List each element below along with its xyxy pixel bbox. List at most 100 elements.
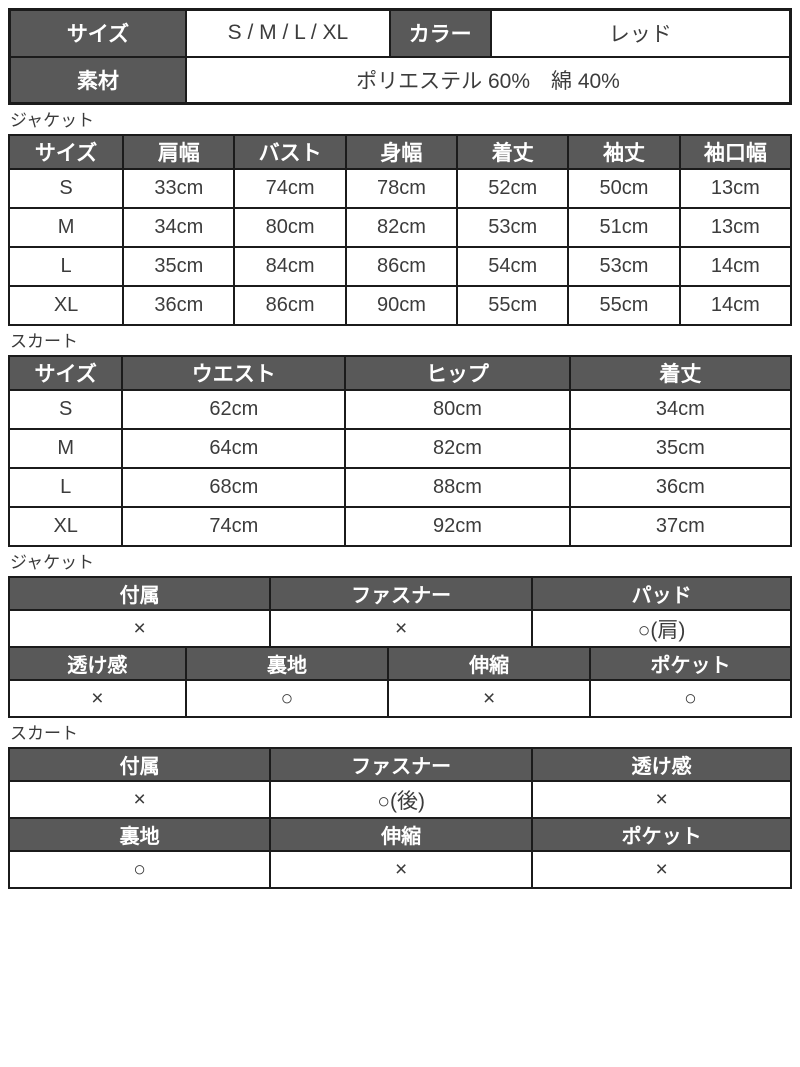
- data-cell: L: [7, 467, 124, 508]
- table-row: XL 74cm 92cm 37cm: [7, 506, 793, 547]
- data-cell: ×: [7, 780, 272, 819]
- data-cell: 82cm: [344, 428, 571, 469]
- data-cell: 82cm: [344, 207, 459, 248]
- data-cell: 80cm: [344, 389, 571, 430]
- data-cell: 55cm: [456, 285, 570, 326]
- size-label-cell: サイズ: [8, 8, 187, 58]
- table-header-row: 付属 ファスナー 透け感: [7, 747, 792, 782]
- data-cell: 88cm: [344, 467, 571, 508]
- data-cell: ○: [7, 850, 272, 889]
- data-cell: ○: [184, 679, 390, 718]
- header-cell: 付属: [7, 576, 272, 611]
- data-cell: ○(肩): [531, 609, 792, 648]
- data-cell: 35cm: [568, 428, 793, 469]
- data-cell: 37cm: [568, 506, 793, 547]
- data-cell: 62cm: [121, 389, 347, 430]
- header-cell: 付属: [7, 747, 272, 782]
- table-row: S 62cm 80cm 34cm: [7, 389, 793, 430]
- data-cell: ×: [269, 609, 534, 648]
- color-value-cell: レッド: [489, 8, 792, 58]
- data-cell: 92cm: [344, 506, 571, 547]
- header-cell: 着丈: [456, 134, 570, 170]
- header-cell: 身幅: [344, 134, 459, 170]
- size-value-cell: S / M / L / XL: [185, 8, 391, 58]
- data-cell: 13cm: [678, 207, 793, 248]
- data-cell: ×: [387, 679, 591, 718]
- product-info-table: サイズ S / M / L / XL カラー レッド 素材 ポリエステル 60%…: [8, 8, 792, 105]
- header-cell: 透け感: [8, 646, 187, 681]
- color-label-cell: カラー: [388, 8, 492, 58]
- skirt-size-table: サイズ ウエスト ヒップ 着丈 S 62cm 80cm 34cm M 64cm …: [7, 355, 793, 547]
- header-cell: ポケット: [589, 646, 792, 681]
- header-cell: 着丈: [568, 355, 793, 391]
- data-cell: 13cm: [678, 168, 793, 209]
- data-cell: M: [7, 207, 125, 248]
- table-row: サイズ S / M / L / XL カラー レッド: [8, 8, 792, 58]
- data-cell: ×: [531, 850, 792, 889]
- skirt-details-table-a: 付属 ファスナー 透け感 × ○(後) ×: [7, 747, 792, 819]
- table-row: 素材 ポリエステル 60% 綿 40%: [8, 55, 792, 105]
- data-cell: 84cm: [233, 246, 347, 287]
- table-row: S 33cm 74cm 78cm 52cm 50cm 13cm: [7, 168, 793, 209]
- header-cell: ウエスト: [121, 355, 347, 391]
- table-row: ○ × ×: [7, 850, 792, 889]
- data-cell: 80cm: [233, 207, 347, 248]
- table-header-row: 裏地 伸縮 ポケット: [7, 817, 792, 852]
- data-cell: 68cm: [121, 467, 347, 508]
- data-cell: 34cm: [568, 389, 793, 430]
- section-label-jacket-size: ジャケット: [10, 111, 95, 130]
- material-value-cell: ポリエステル 60% 綿 40%: [185, 55, 792, 105]
- data-cell: ×: [531, 780, 792, 819]
- table-row: XL 36cm 86cm 90cm 55cm 55cm 14cm: [7, 285, 793, 326]
- data-cell: 74cm: [233, 168, 347, 209]
- data-cell: 86cm: [344, 246, 459, 287]
- section-label-skirt-size: スカート: [10, 332, 78, 351]
- table-row: L 68cm 88cm 36cm: [7, 467, 793, 508]
- data-cell: L: [7, 246, 125, 287]
- data-cell: ×: [7, 609, 272, 648]
- table-row: × ○(後) ×: [7, 780, 792, 819]
- data-cell: M: [7, 428, 124, 469]
- data-cell: 14cm: [678, 285, 793, 326]
- data-cell: 52cm: [456, 168, 570, 209]
- table-row: × ○ × ○: [8, 679, 792, 718]
- data-cell: XL: [7, 506, 124, 547]
- header-cell: 肩幅: [122, 134, 236, 170]
- data-cell: 54cm: [456, 246, 570, 287]
- size-chart-sheet: サイズ S / M / L / XL カラー レッド 素材 ポリエステル 60%…: [7, 8, 793, 889]
- data-cell: ○(後): [269, 780, 534, 819]
- data-cell: 90cm: [344, 285, 459, 326]
- table-row: × × ○(肩): [7, 609, 792, 648]
- data-cell: ×: [8, 679, 187, 718]
- data-cell: 55cm: [567, 285, 681, 326]
- material-label-cell: 素材: [8, 55, 187, 105]
- jacket-size-table: サイズ 肩幅 バスト 身幅 着丈 袖丈 袖口幅 S 33cm 74cm 78cm…: [7, 134, 793, 326]
- table-header-row: サイズ 肩幅 バスト 身幅 着丈 袖丈 袖口幅: [7, 134, 793, 170]
- header-cell: 透け感: [531, 747, 792, 782]
- header-cell: サイズ: [7, 134, 125, 170]
- data-cell: 14cm: [678, 246, 793, 287]
- data-cell: 34cm: [122, 207, 236, 248]
- header-cell: ヒップ: [344, 355, 571, 391]
- table-header-row: 付属 ファスナー パッド: [7, 576, 792, 611]
- header-cell: 伸縮: [387, 646, 591, 681]
- table-row: M 34cm 80cm 82cm 53cm 51cm 13cm: [7, 207, 793, 248]
- data-cell: 35cm: [122, 246, 236, 287]
- data-cell: S: [7, 168, 125, 209]
- table-header-row: サイズ ウエスト ヒップ 着丈: [7, 355, 793, 391]
- header-cell: バスト: [233, 134, 347, 170]
- data-cell: ×: [269, 850, 534, 889]
- table-row: M 64cm 82cm 35cm: [7, 428, 793, 469]
- section-label-skirt-details: スカート: [10, 724, 78, 743]
- table-header-row: 透け感 裏地 伸縮 ポケット: [8, 646, 792, 681]
- data-cell: S: [7, 389, 124, 430]
- data-cell: 50cm: [567, 168, 681, 209]
- header-cell: パッド: [531, 576, 792, 611]
- data-cell: 78cm: [344, 168, 459, 209]
- data-cell: ○: [589, 679, 792, 718]
- header-cell: ファスナー: [269, 747, 534, 782]
- data-cell: 33cm: [122, 168, 236, 209]
- header-cell: 伸縮: [269, 817, 534, 852]
- header-cell: ポケット: [531, 817, 792, 852]
- data-cell: 36cm: [568, 467, 793, 508]
